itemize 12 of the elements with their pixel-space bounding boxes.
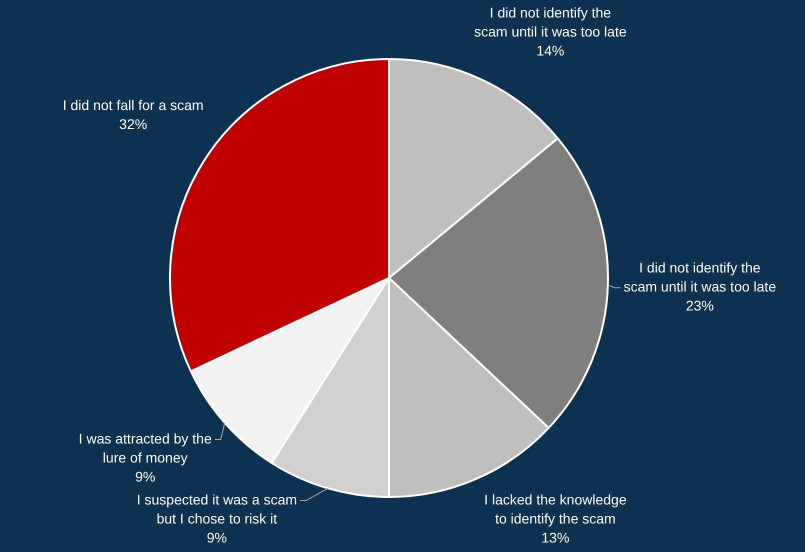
slice-label: I did not fall for a scam [62, 97, 204, 114]
data-label: 23% [686, 298, 714, 314]
data-label: 14% [536, 42, 564, 58]
data-label: 32% [119, 116, 148, 132]
data-label: 9% [135, 468, 156, 484]
slice-label: I was attracted by the lure of money [78, 430, 212, 466]
slice-label: I suspected it was a scam but I chose to risk it [136, 491, 298, 526]
slice-label: I did not identify the scam until it was too late [624, 260, 776, 295]
slice-label: I lacked the knowledge to identify the scam [484, 491, 627, 526]
data-label: 13% [541, 529, 570, 546]
slice-label: I did not identify the scam until it was too late [474, 4, 627, 40]
data-label: 9% [206, 529, 227, 546]
